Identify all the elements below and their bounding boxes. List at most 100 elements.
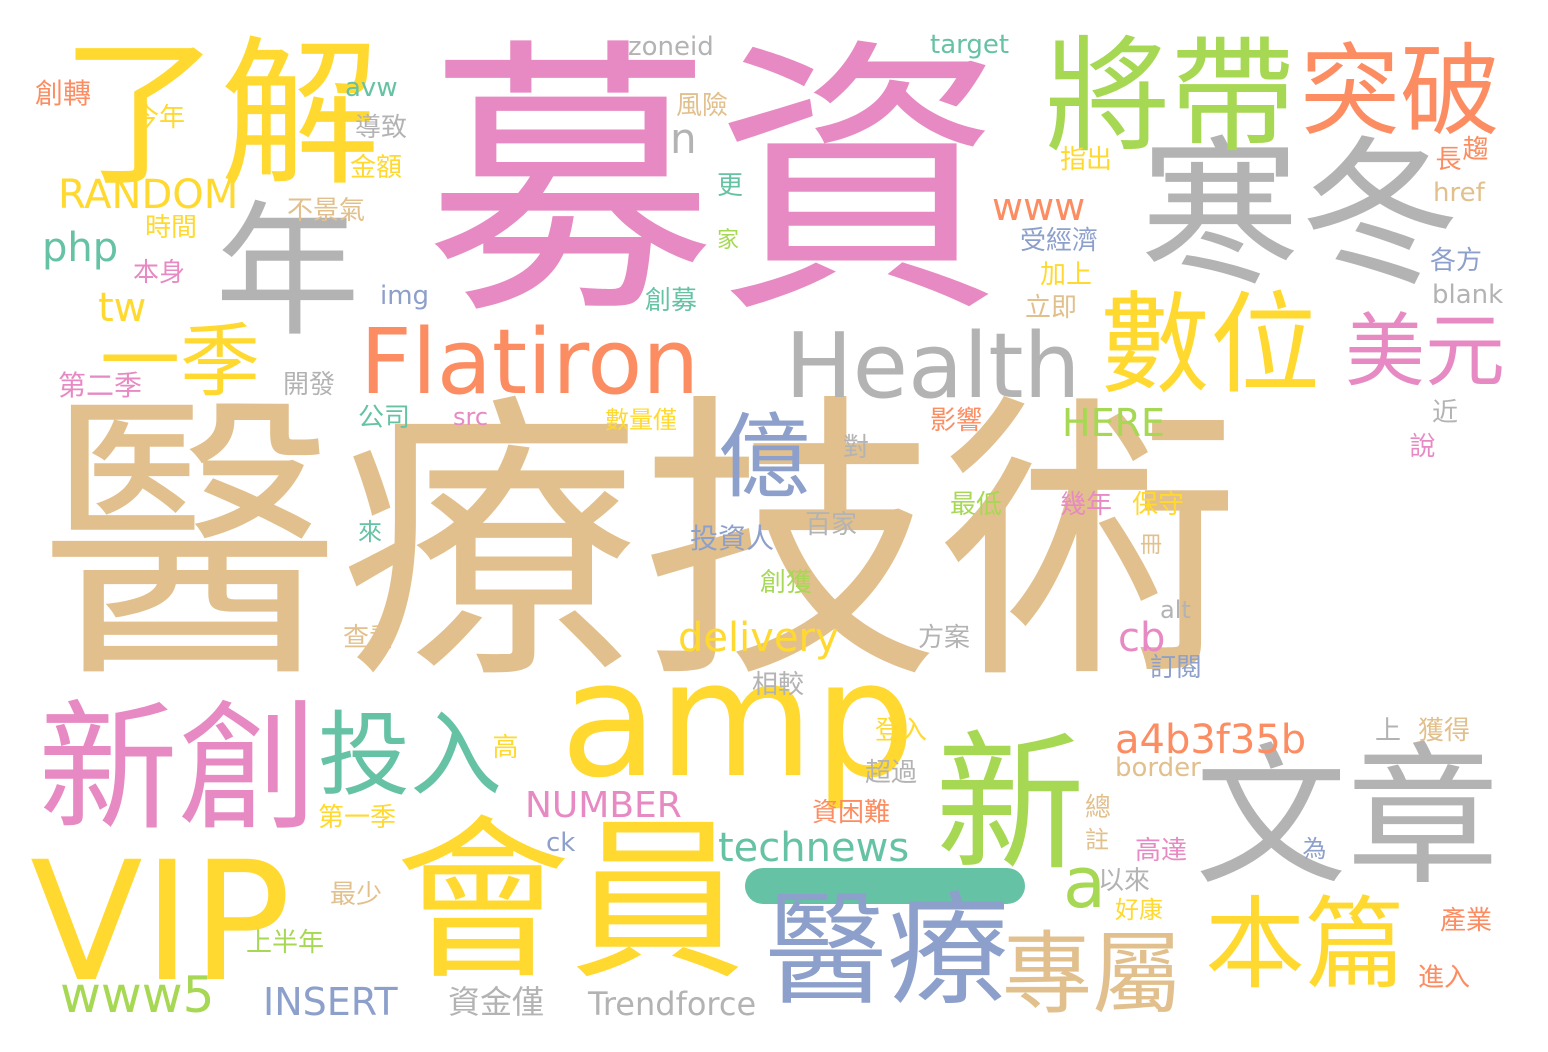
- word: 登入: [875, 716, 928, 746]
- word: NUMBER: [525, 785, 682, 826]
- word: 高: [488, 733, 518, 759]
- word: 近: [1432, 398, 1459, 428]
- word: 最少: [330, 880, 383, 910]
- word: 資困難: [812, 798, 891, 828]
- word: 上: [1375, 716, 1402, 746]
- word: 立即: [1025, 293, 1078, 323]
- word: VIP: [30, 826, 292, 1018]
- word: HERE: [1062, 401, 1165, 445]
- word: 進入: [1418, 963, 1471, 993]
- word: 創獲: [760, 568, 813, 598]
- word: a: [1063, 842, 1106, 924]
- word: 美元: [1345, 305, 1505, 398]
- word: 相較: [752, 670, 805, 700]
- word: 幾年: [1060, 490, 1113, 520]
- word: amp: [560, 626, 916, 813]
- word: 保守: [1132, 490, 1185, 520]
- word: Health: [785, 314, 1081, 419]
- word: www: [992, 185, 1086, 229]
- word: 產業: [1440, 906, 1493, 936]
- word: 百家: [805, 510, 858, 540]
- word: 風險: [676, 91, 729, 121]
- word: 醫療: [765, 880, 1009, 1022]
- word: 冊: [1140, 533, 1163, 558]
- word: n: [670, 114, 697, 163]
- word: 新創: [38, 688, 319, 851]
- word: target: [930, 30, 1010, 60]
- word: 不景氣: [287, 196, 366, 226]
- word: 更: [717, 171, 744, 201]
- word: 第一季: [318, 803, 397, 833]
- word: Trendforce: [588, 985, 757, 1023]
- word: 新: [935, 718, 1086, 892]
- word: border: [1115, 753, 1201, 783]
- word: 查看: [343, 623, 396, 653]
- word: blank: [1432, 280, 1504, 310]
- word: 總: [1085, 793, 1112, 823]
- word: 募資: [425, 16, 1005, 353]
- word: 投入: [318, 702, 503, 809]
- word: 訂閱: [1150, 653, 1203, 683]
- word: INSERT: [263, 980, 398, 1024]
- word: 專屬: [1002, 922, 1182, 1027]
- word: 寒冬: [1140, 121, 1461, 308]
- word: 了解: [60, 21, 381, 208]
- word: ck: [546, 828, 576, 858]
- word: 會員: [395, 801, 745, 1004]
- word: img: [380, 281, 430, 311]
- word: 為: [1298, 836, 1326, 860]
- word: 第二季: [58, 369, 143, 402]
- word: 好康: [1115, 896, 1163, 924]
- word: 本身: [133, 258, 186, 288]
- word: 各方: [1430, 246, 1483, 276]
- word: php: [42, 225, 119, 271]
- word: href: [1433, 178, 1485, 208]
- word: RANDOM: [58, 172, 239, 218]
- word: 年: [215, 188, 360, 357]
- word: alt: [1160, 596, 1191, 624]
- word: 以來: [1098, 866, 1151, 896]
- word: 億: [718, 404, 811, 511]
- word: 突破: [1300, 33, 1500, 150]
- word: 數量僅: [605, 406, 677, 434]
- word: cb: [1118, 615, 1166, 661]
- word: avw: [345, 73, 398, 103]
- word: 上半年: [246, 928, 325, 958]
- word: 金額: [350, 153, 403, 183]
- word: src: [453, 403, 489, 431]
- word: 對: [843, 433, 870, 463]
- word: 數位: [1100, 281, 1320, 409]
- dash-mark: [745, 868, 1025, 904]
- word: zoneid: [628, 32, 714, 62]
- word: 指出: [1060, 145, 1113, 175]
- word: 獲得: [1418, 716, 1471, 746]
- word: 受經濟: [1020, 226, 1099, 256]
- word: 本篇: [1205, 886, 1405, 1003]
- word: 創募: [645, 286, 698, 316]
- word: 家: [717, 228, 740, 253]
- word: 說: [1405, 432, 1435, 458]
- word: 來: [358, 518, 382, 546]
- word: 今年: [133, 103, 186, 133]
- word: 一季: [100, 315, 260, 408]
- word: 長: [1431, 145, 1461, 171]
- word: 資金僅: [448, 983, 545, 1021]
- word: 方案: [918, 623, 971, 653]
- word: 時間: [145, 213, 198, 243]
- word: Flatiron: [360, 310, 700, 415]
- word: 最低: [950, 490, 1003, 520]
- word: 醫療技術: [40, 370, 1240, 719]
- word: 加上: [1040, 260, 1093, 290]
- word: a4b3f35b: [1115, 717, 1307, 763]
- word: technews: [718, 825, 910, 871]
- word: 高達: [1135, 836, 1188, 866]
- word: 趨: [1458, 135, 1488, 161]
- word: 導致: [355, 113, 408, 143]
- word: 超過: [865, 758, 918, 788]
- word: 註: [1085, 826, 1109, 854]
- word: 文章: [1195, 729, 1499, 906]
- word: delivery: [678, 615, 839, 661]
- word: 創轉: [35, 77, 92, 110]
- word: tw: [98, 285, 147, 331]
